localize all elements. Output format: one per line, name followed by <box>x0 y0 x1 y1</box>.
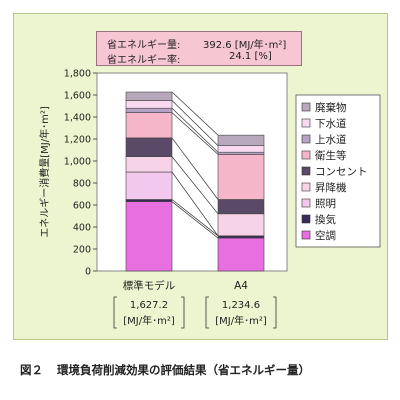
bar-segment <box>125 156 173 173</box>
legend-swatch <box>301 102 311 112</box>
figure-number: 図２ <box>20 363 43 377</box>
bar-segment <box>125 137 173 157</box>
y-axis-title: エネルギー消費量[MJ/年･m²] <box>38 106 51 238</box>
bar-segment <box>217 145 265 153</box>
series-connector-line <box>171 171 219 237</box>
bar-segment <box>217 134 265 146</box>
category-total-value: 1,234.6 <box>222 300 260 311</box>
legend-swatch <box>301 134 311 144</box>
bar-segment <box>217 213 265 237</box>
category-total-unit: [MJ/年･m²] <box>123 314 175 327</box>
y-tick-label: 200 <box>73 245 91 256</box>
figure-caption-text: 環境負荷削減効果の評価結果（省エネルギー量） <box>57 363 310 377</box>
y-tick-label: 0 <box>85 267 91 278</box>
bar-segment <box>217 235 265 239</box>
series-connector-line <box>171 201 219 239</box>
legend-label: 昇降機 <box>315 181 347 194</box>
category-total-value: 1,627.2 <box>130 300 168 311</box>
bracket-right <box>181 296 185 329</box>
saving-amount-value: 392.6 [MJ/年･m²] <box>203 40 287 51</box>
legend-label: 下水道 <box>315 117 347 130</box>
bar-segment <box>125 199 173 202</box>
bracket-left <box>113 296 117 329</box>
x-category-label: A4 <box>234 280 248 292</box>
bar-segment <box>217 237 265 272</box>
energy-saving-summary: 省エネルギー量: 392.6 [MJ/年･m²] 省エネルギー率: 24.1 [… <box>96 31 302 66</box>
legend-label: 衛生等 <box>315 149 347 162</box>
bar-segment <box>217 199 265 215</box>
series-connector-line <box>171 112 219 155</box>
legend-swatch <box>301 230 311 240</box>
bar-segment <box>217 154 265 200</box>
legend-swatch <box>301 166 311 176</box>
legend-swatch <box>301 198 311 208</box>
bar-segment <box>125 100 173 109</box>
legend-label: 空調 <box>315 229 336 242</box>
y-tick-label: 1,400 <box>64 113 91 124</box>
bar-segment <box>125 171 173 200</box>
legend-label: 換気 <box>315 213 336 226</box>
legend-swatch <box>301 182 311 192</box>
saving-rate-value: 24.1 [%] <box>229 51 272 62</box>
bar-segment <box>217 151 265 155</box>
legend-swatch <box>301 118 311 128</box>
series-connector-line <box>171 199 219 237</box>
bar-segment <box>125 112 173 139</box>
y-tick-label: 800 <box>73 179 91 190</box>
series-connector-line <box>171 107 219 153</box>
y-tick-label: 1,600 <box>64 91 91 102</box>
y-tick-label: 1,200 <box>64 135 91 146</box>
legend-label: 上水道 <box>315 133 347 146</box>
bar-segment <box>125 91 173 101</box>
legend-swatch <box>301 150 311 160</box>
category-total-unit: [MJ/年･m²] <box>215 314 267 327</box>
legend-swatch <box>301 214 311 224</box>
legend-label: コンセント <box>315 166 368 178</box>
bar-segment <box>125 107 173 113</box>
legend-label: 廃棄物 <box>315 101 347 114</box>
y-tick-label: 1,000 <box>64 157 91 168</box>
series-connector-line <box>171 137 219 200</box>
figure-caption: 図２ 環境負荷削減効果の評価結果（省エネルギー量） <box>20 362 310 378</box>
series-connector-line <box>171 100 219 146</box>
bracket-left <box>205 296 209 329</box>
series-connector-line <box>171 91 219 136</box>
saving-rate-label: 省エネルギー率: <box>107 55 181 66</box>
y-tick-label: 600 <box>73 201 91 212</box>
series-connector-line <box>171 156 219 215</box>
legend-label: 照明 <box>315 198 336 210</box>
bar-segment <box>125 201 173 272</box>
x-category-label: 標準モデル <box>123 279 176 292</box>
bracket-right <box>273 296 277 329</box>
y-tick-label: 400 <box>73 223 91 234</box>
y-tick-label: 1,800 <box>64 69 91 80</box>
saving-amount-label: 省エネルギー量: <box>107 40 181 51</box>
